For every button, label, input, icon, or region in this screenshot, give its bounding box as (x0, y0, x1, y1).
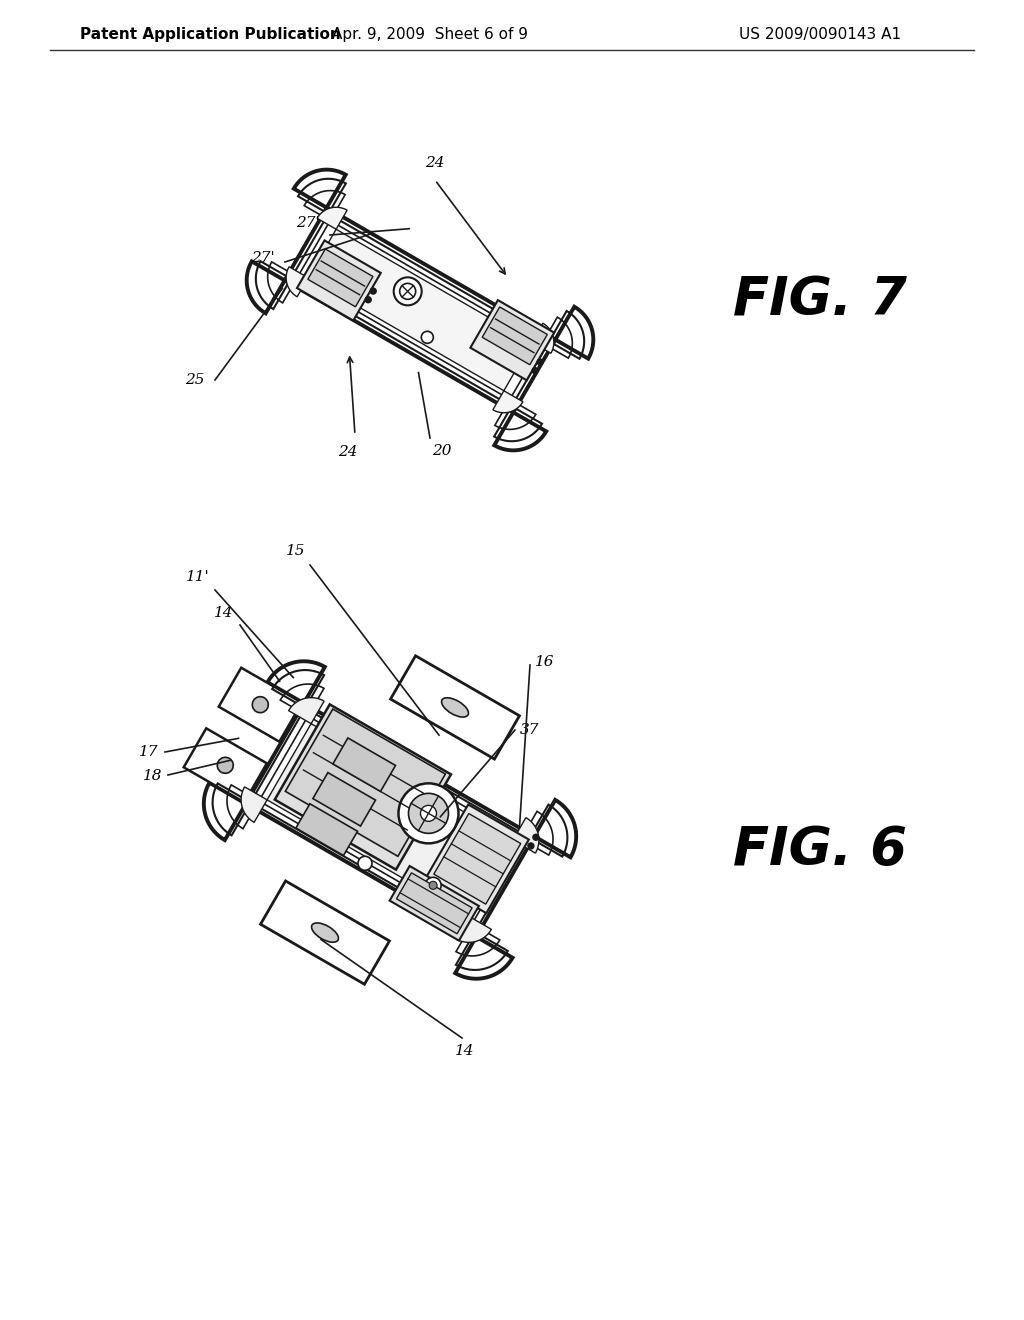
Text: 14: 14 (213, 606, 233, 620)
Text: 18: 18 (142, 770, 162, 783)
Text: 24: 24 (425, 156, 444, 170)
Text: 14: 14 (456, 1044, 475, 1059)
Polygon shape (204, 661, 577, 978)
Circle shape (532, 368, 538, 374)
Text: US 2009/0090143 A1: US 2009/0090143 A1 (739, 28, 901, 42)
Circle shape (425, 878, 441, 894)
Polygon shape (426, 804, 528, 913)
Text: 27': 27' (296, 216, 319, 230)
Polygon shape (297, 240, 381, 321)
Circle shape (532, 834, 539, 841)
Polygon shape (241, 698, 539, 942)
Circle shape (358, 857, 372, 870)
Circle shape (421, 805, 436, 821)
Polygon shape (482, 308, 548, 364)
Text: FIG. 6: FIG. 6 (733, 824, 907, 876)
Circle shape (528, 843, 534, 849)
Polygon shape (470, 300, 554, 380)
Circle shape (421, 331, 433, 343)
Text: 24: 24 (338, 445, 357, 459)
Circle shape (409, 793, 449, 833)
Text: 11': 11' (186, 570, 210, 583)
Ellipse shape (217, 758, 233, 774)
Polygon shape (219, 668, 302, 742)
Polygon shape (396, 873, 472, 933)
Polygon shape (274, 705, 451, 870)
Ellipse shape (252, 697, 268, 713)
Polygon shape (333, 738, 395, 792)
Text: Patent Application Publication: Patent Application Publication (80, 28, 341, 42)
Text: 20: 20 (432, 444, 452, 458)
Circle shape (366, 297, 371, 302)
Text: 15: 15 (286, 544, 305, 558)
Polygon shape (183, 729, 267, 803)
Polygon shape (286, 207, 554, 413)
Circle shape (398, 783, 459, 843)
Circle shape (371, 288, 376, 294)
Ellipse shape (441, 698, 468, 717)
Polygon shape (390, 866, 479, 941)
Polygon shape (308, 249, 373, 306)
Polygon shape (390, 656, 519, 759)
Circle shape (429, 882, 437, 890)
Polygon shape (247, 170, 593, 450)
Polygon shape (313, 772, 376, 826)
Circle shape (393, 277, 422, 305)
Text: 17: 17 (138, 744, 158, 759)
Circle shape (537, 359, 543, 366)
Text: 16: 16 (535, 655, 555, 669)
Text: FIG. 7: FIG. 7 (733, 275, 907, 326)
Polygon shape (296, 804, 357, 855)
Polygon shape (434, 813, 521, 904)
Polygon shape (286, 709, 445, 857)
Text: 25: 25 (185, 374, 205, 387)
Ellipse shape (311, 923, 339, 942)
Polygon shape (260, 880, 389, 985)
Text: 27': 27' (251, 251, 275, 265)
Text: 37: 37 (520, 723, 540, 737)
Text: Apr. 9, 2009  Sheet 6 of 9: Apr. 9, 2009 Sheet 6 of 9 (332, 28, 528, 42)
